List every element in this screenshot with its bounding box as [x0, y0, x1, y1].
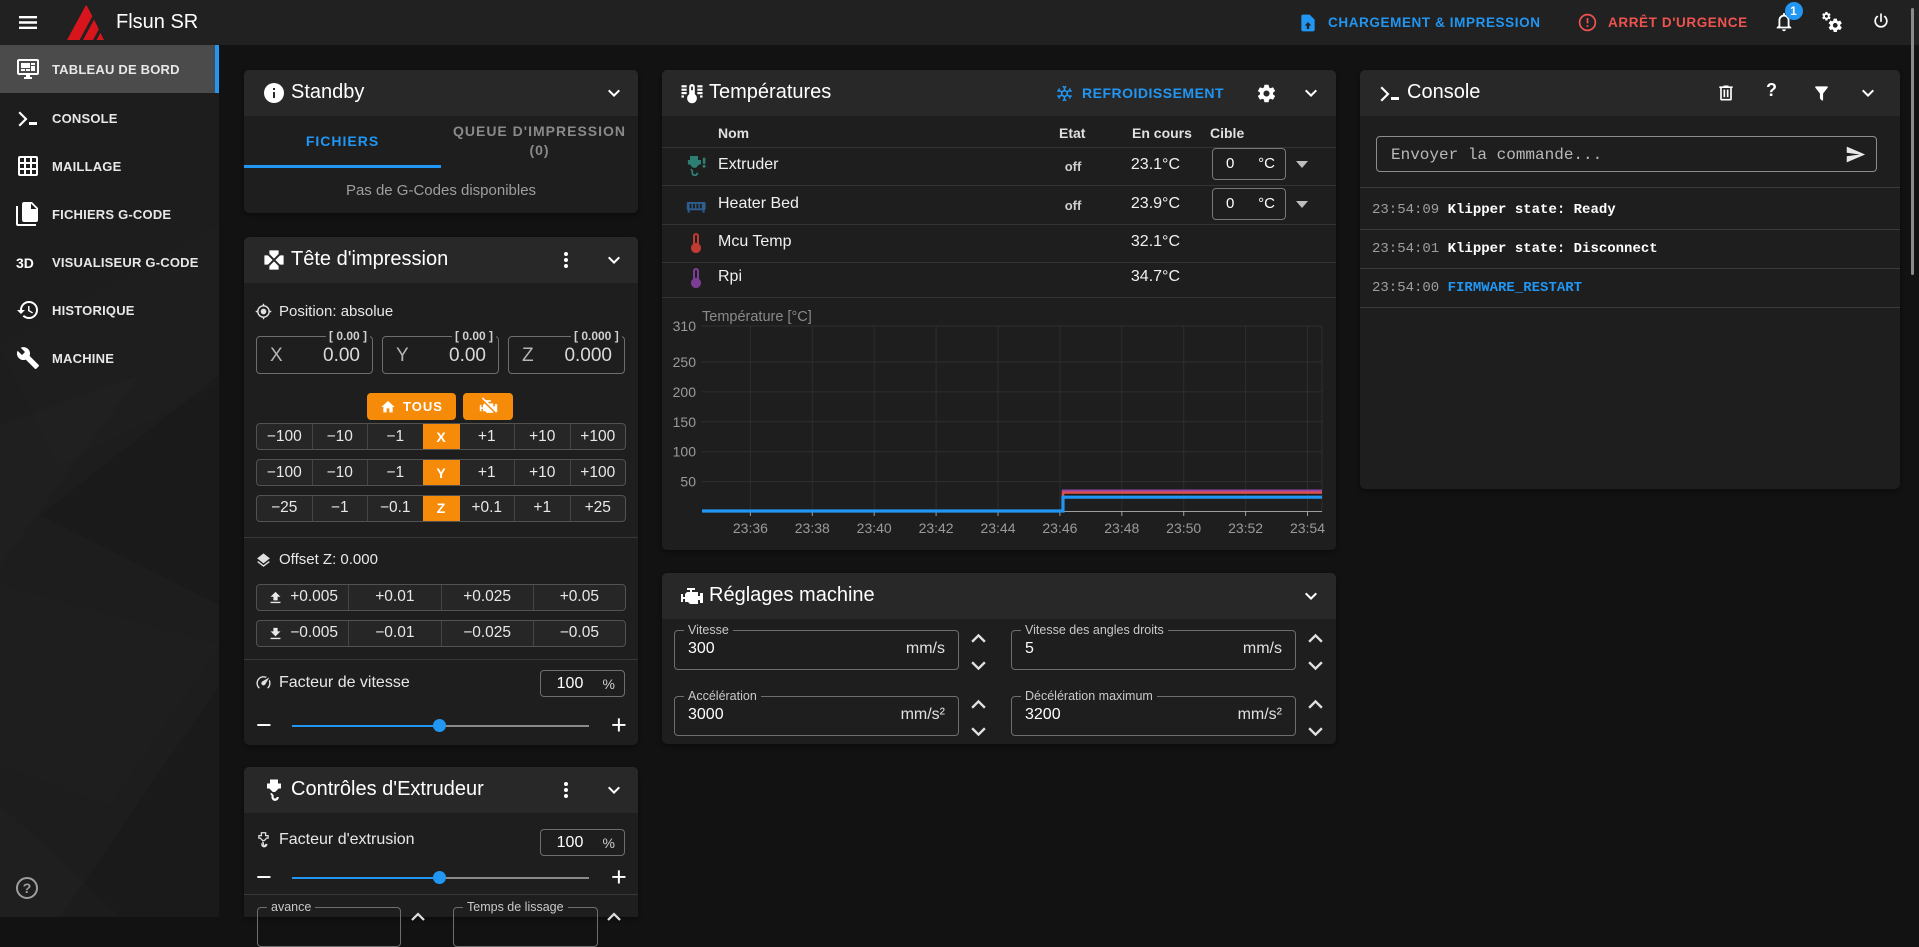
svg-text:23:40: 23:40 [857, 520, 892, 536]
svg-text:23:36: 23:36 [733, 520, 768, 536]
svg-text:200: 200 [673, 384, 697, 400]
svg-text:23:52: 23:52 [1228, 520, 1263, 536]
svg-text:23:44: 23:44 [980, 520, 1015, 536]
svg-text:Température [°C]: Température [°C] [702, 310, 812, 325]
svg-text:50: 50 [680, 474, 696, 490]
svg-text:23:48: 23:48 [1104, 520, 1139, 536]
svg-text:310: 310 [673, 318, 697, 334]
svg-text:150: 150 [673, 414, 697, 430]
svg-text:23:46: 23:46 [1042, 520, 1077, 536]
svg-text:23:38: 23:38 [795, 520, 830, 536]
svg-text:3D: 3D [16, 255, 34, 271]
svg-text:23:50: 23:50 [1166, 520, 1201, 536]
svg-text:23:54: 23:54 [1290, 520, 1325, 536]
svg-text:250: 250 [673, 354, 697, 370]
svg-text:23:42: 23:42 [919, 520, 954, 536]
svg-text:100: 100 [673, 444, 697, 460]
